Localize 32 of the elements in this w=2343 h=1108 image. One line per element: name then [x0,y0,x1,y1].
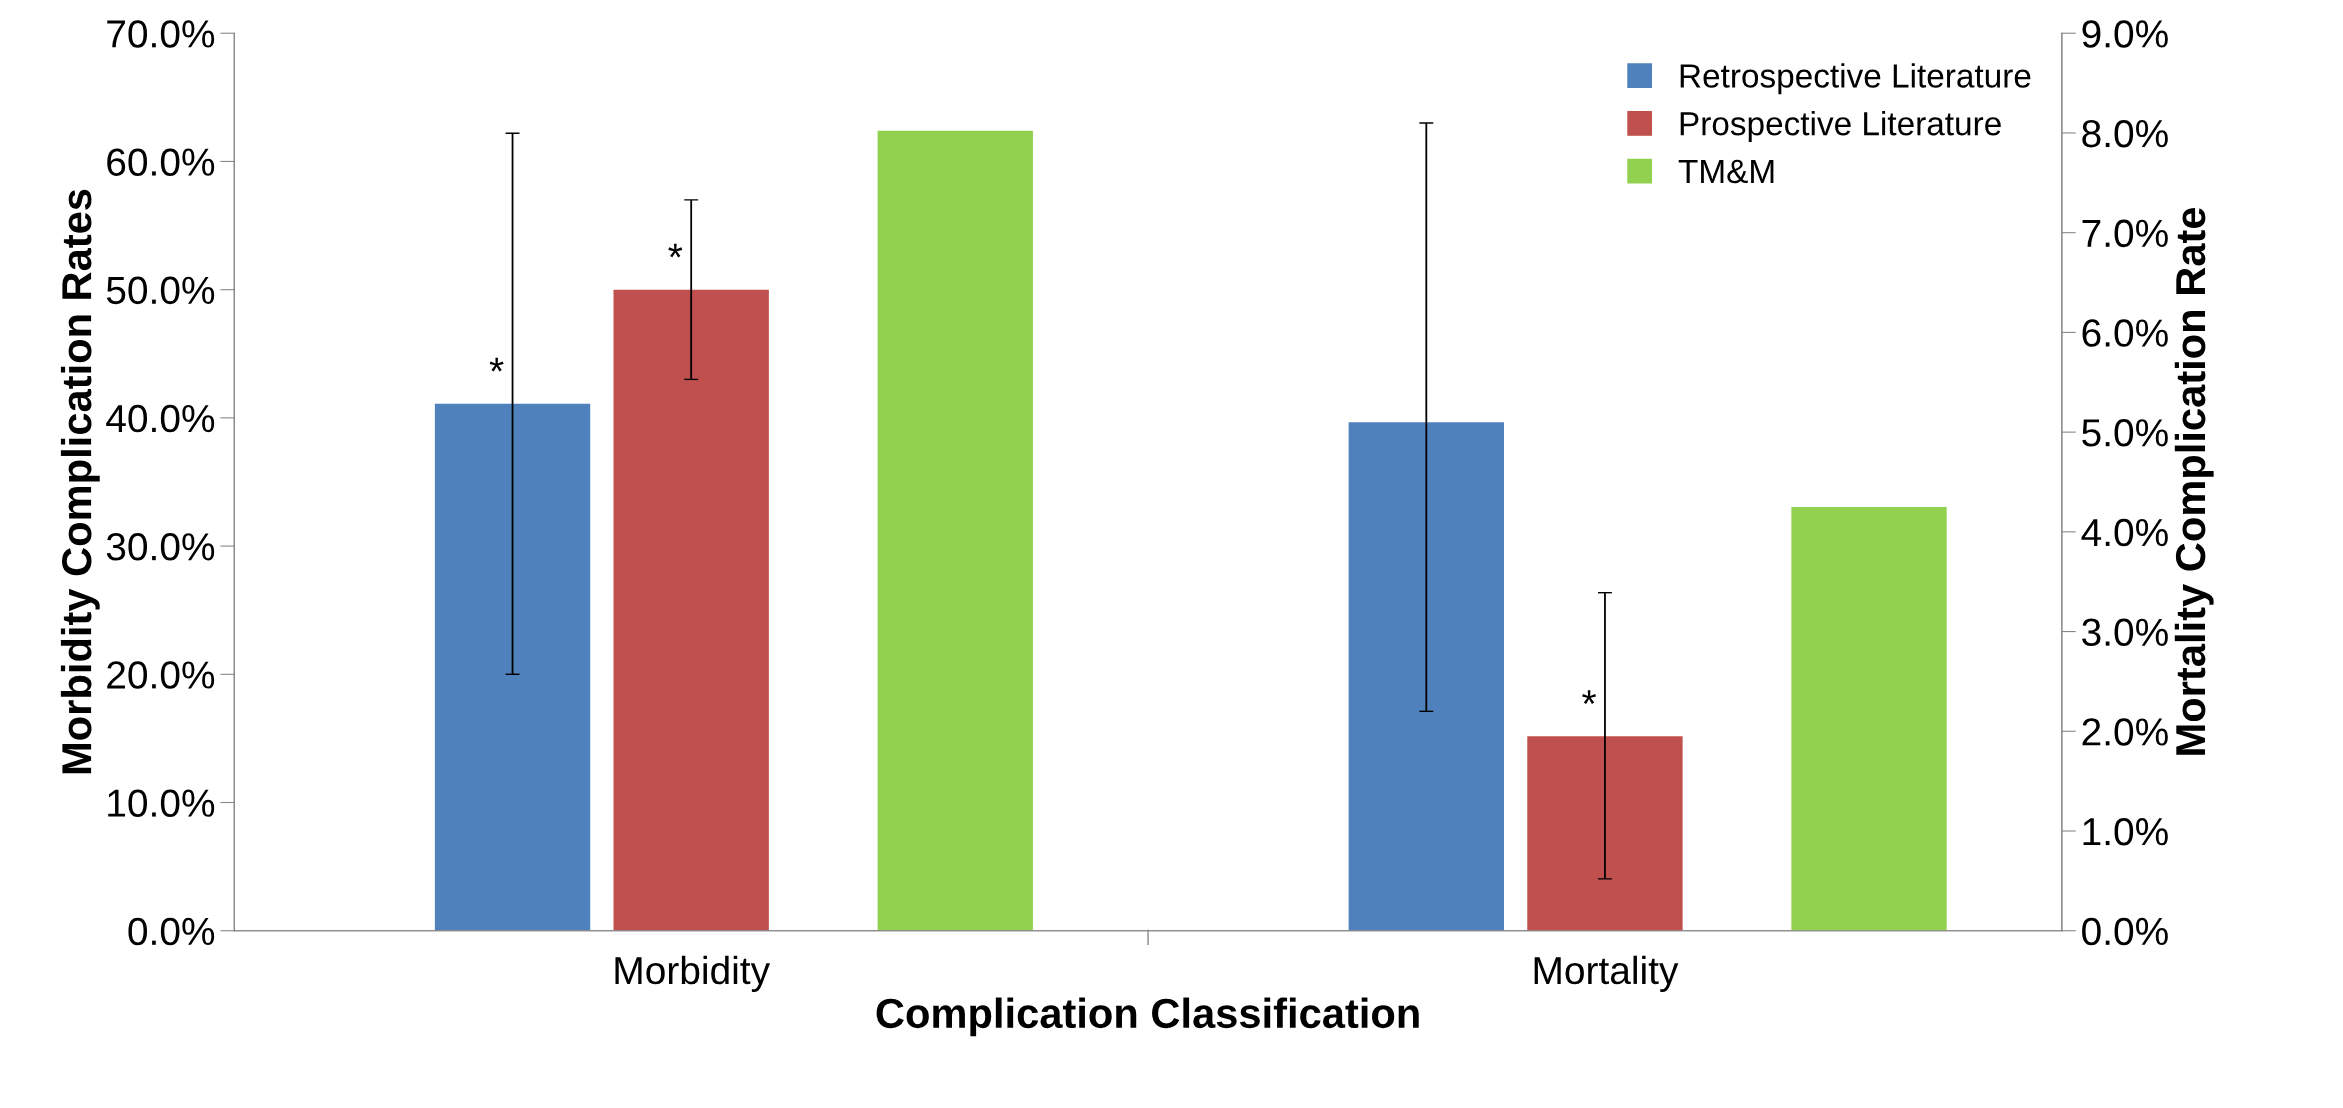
y2-tick-label: 1.0% [2083,817,2168,846]
y-tick-label: 40.0% [106,404,215,433]
y-tick-label: 20.0% [107,661,215,689]
y2-tick-label: 5.0% [2082,419,2168,447]
y2-tick-label: 6.0% [2082,319,2168,347]
y2-tick-label: 2.0% [2082,718,2168,746]
y-tick-label: 0.0% [128,917,215,946]
legend-label: TM&M [1678,159,1774,184]
data-label: * [1582,690,1597,704]
y2-tick-label: 8.0% [2082,119,2168,148]
bar [434,403,591,931]
y2-axis-title: Mortality Complication Rate [2174,207,2214,755]
y-tick-label: 10.0% [108,789,215,817]
y2-tick-label: 4.0% [2081,518,2168,547]
legend-label: Prospective Literature [1680,110,2001,143]
x-tick-label: Morbidity [615,955,770,992]
bar [613,289,769,931]
y2-tick-label: 7.0% [2082,219,2168,248]
y-axis-title: Morbidity Complication Rates [60,189,100,774]
bar [877,130,1033,931]
data-label: * [668,243,683,258]
y-tick-label: 60.0% [107,148,215,176]
y-tick-label: 50.0% [106,276,215,305]
data-label: * [489,357,504,372]
legend-label: Retrospective Literature [1680,63,2031,95]
y2-tick-label: 3.0% [2082,618,2168,647]
x-axis-title: Complication Classification [876,997,1419,1037]
y-tick-label: 30.0% [106,533,215,561]
y-tick-label: 70.0% [107,20,215,48]
y2-tick-label: 9.0% [2082,20,2168,48]
y2-tick-label: 0.0% [2082,917,2168,946]
x-tick-label: Mortality [1534,955,1679,992]
